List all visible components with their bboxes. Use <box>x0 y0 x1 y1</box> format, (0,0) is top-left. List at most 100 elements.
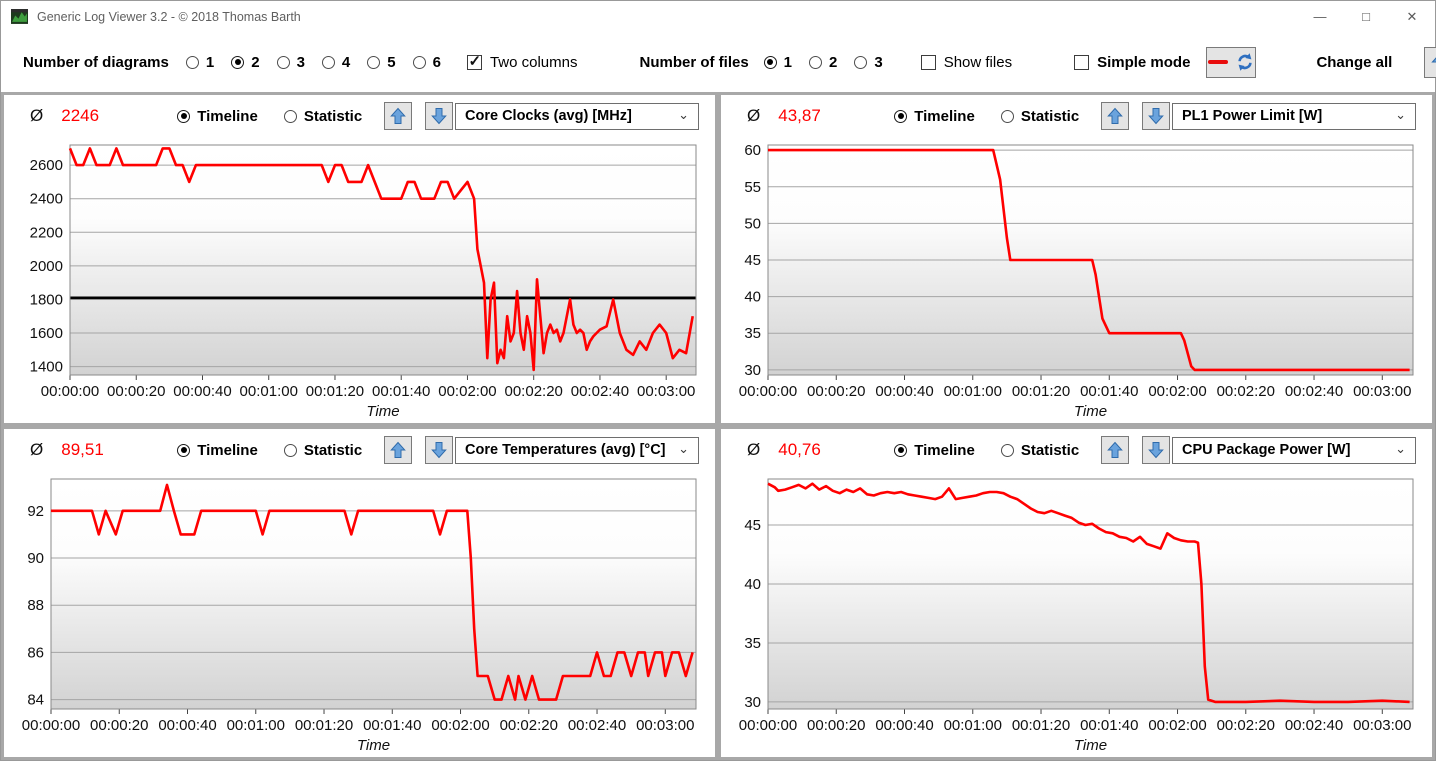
measure-select[interactable]: PL1 Power Limit [W] ⌄ <box>1172 102 1416 130</box>
two-columns-checkbox[interactable]: ✓ Two columns <box>466 52 578 71</box>
change-all-label: Change all <box>1316 53 1393 71</box>
diagram-panel-3: Ø 89,51 Timeline Statistic <box>4 429 715 757</box>
radio-label: 3 <box>296 53 305 71</box>
svg-text:40: 40 <box>744 289 761 306</box>
radio-option-3[interactable]: 3 <box>854 53 883 71</box>
average-symbol: Ø <box>747 106 761 125</box>
svg-text:00:00:20: 00:00:20 <box>807 717 865 734</box>
svg-text:00:02:40: 00:02:40 <box>568 717 626 734</box>
timeline-radio[interactable]: Timeline <box>177 442 258 459</box>
radio-option-1[interactable]: 1 <box>185 54 214 71</box>
radio-option-5[interactable]: 5 <box>367 53 396 71</box>
radio-option-3[interactable]: 3 <box>276 53 305 71</box>
timeline-chart: 84 86 88 90 92 00:00:00 00:00:20 00:00:40 00:01:… <box>22 478 697 754</box>
measure-select[interactable]: Core Clocks (avg) [MHz] ⌄ <box>455 102 699 130</box>
series-line <box>767 482 1410 704</box>
statistic-radio[interactable]: Statistic <box>283 442 362 459</box>
timeline-radio[interactable]: Timeline <box>177 108 258 125</box>
average-value: 2246 <box>61 106 100 125</box>
radio-label: 5 <box>387 53 396 71</box>
move-down-button[interactable] <box>1142 102 1171 130</box>
line-style-refresh-button[interactable] <box>1206 46 1257 78</box>
arrow-up-icon <box>1107 441 1124 458</box>
radio-circle <box>894 109 908 123</box>
svg-text:1600: 1600 <box>30 325 63 342</box>
minimize-button[interactable]: — <box>1313 9 1327 24</box>
statistic-radio[interactable]: Statistic <box>1000 442 1079 459</box>
radio-circle <box>283 443 297 457</box>
svg-text:00:01:40: 00:01:40 <box>1080 717 1138 734</box>
measure-select[interactable]: CPU Package Power [W] ⌄ <box>1172 436 1416 464</box>
change-all-up-button[interactable] <box>1424 46 1436 78</box>
radio-circle <box>276 55 290 69</box>
svg-text:00:02:20: 00:02:20 <box>500 717 558 734</box>
svg-text:00:01:00: 00:01:00 <box>944 383 1002 400</box>
svg-text:00:01:20: 00:01:20 <box>295 717 353 734</box>
svg-text:00:00:20: 00:00:20 <box>90 717 148 734</box>
checkbox-box: ✓ <box>466 52 482 70</box>
move-up-button[interactable] <box>384 102 413 130</box>
radio-option-2[interactable]: 2 <box>231 54 260 71</box>
show-files-checkbox[interactable]: ✓ Show files <box>920 54 1012 71</box>
radio-option-6[interactable]: 6 <box>412 54 441 71</box>
move-down-button[interactable] <box>1142 436 1171 464</box>
svg-text:45: 45 <box>744 252 761 269</box>
simple-mode-checkbox[interactable]: ✓ Simple mode <box>1074 54 1190 71</box>
svg-text:90: 90 <box>27 550 44 567</box>
chevron-down-icon: ⌄ <box>1395 440 1406 456</box>
x-axis-title: Time <box>1074 737 1107 754</box>
refresh-icon <box>1238 53 1253 71</box>
x-axis-title: Time <box>366 403 399 420</box>
svg-text:00:00:00: 00:00:00 <box>739 383 797 400</box>
radio-circle <box>367 55 381 69</box>
x-axis-title: Time <box>357 737 390 754</box>
radio-circle <box>894 443 908 457</box>
chart-area: 30 35 40 45 00:00:00 00:00:20 00:00:40 00:01:00… <box>721 471 1432 757</box>
radio-circle <box>854 55 868 69</box>
svg-text:00:00:00: 00:00:00 <box>41 383 99 400</box>
svg-text:86: 86 <box>27 644 44 661</box>
close-button[interactable]: ✕ <box>1406 8 1418 24</box>
panel-header: Ø 89,51 Timeline Statistic <box>4 429 715 471</box>
radio-option-4[interactable]: 4 <box>321 54 350 71</box>
move-up-button[interactable] <box>1101 102 1130 130</box>
series-line <box>68 147 694 372</box>
move-down-button[interactable] <box>425 102 454 130</box>
svg-text:30: 30 <box>744 362 761 379</box>
checkbox-box: ✓ <box>920 54 936 70</box>
radio-option-1[interactable]: 1 <box>763 54 792 71</box>
timeline-radio[interactable]: Timeline <box>894 442 975 459</box>
chevron-down-icon: ⌄ <box>678 106 689 122</box>
x-axis-title: Time <box>1074 403 1107 420</box>
svg-text:45: 45 <box>744 517 761 534</box>
svg-text:00:02:40: 00:02:40 <box>1285 383 1343 400</box>
svg-text:2000: 2000 <box>30 258 63 275</box>
timeline-chart: 1400 1600 1800 2000 2200 2400 2600 00:00:00 00:0… <box>30 144 697 420</box>
panel-header: Ø 43,87 Timeline Statistic <box>721 95 1432 137</box>
svg-text:00:01:00: 00:01:00 <box>944 717 1002 734</box>
simple-mode-label: Simple mode <box>1097 53 1191 71</box>
radio-circle <box>1000 443 1014 457</box>
svg-text:1800: 1800 <box>30 291 63 308</box>
statistic-radio[interactable]: Statistic <box>1000 108 1079 125</box>
svg-text:00:01:40: 00:01:40 <box>363 717 421 734</box>
average-value: 89,51 <box>61 440 104 459</box>
svg-text:00:03:00: 00:03:00 <box>636 717 694 734</box>
maximize-button[interactable]: □ <box>1362 9 1370 24</box>
svg-text:2200: 2200 <box>30 224 63 241</box>
two-columns-label: Two columns <box>489 53 578 71</box>
window-title: Generic Log Viewer 3.2 - © 2018 Thomas B… <box>37 9 301 24</box>
move-up-button[interactable] <box>1101 436 1130 464</box>
move-down-button[interactable] <box>425 436 454 464</box>
svg-text:00:01:20: 00:01:20 <box>1012 717 1070 734</box>
file-count-radios: 1 2 3 <box>763 53 883 71</box>
radio-option-2[interactable]: 2 <box>809 54 837 71</box>
radio-label: 3 <box>874 53 883 71</box>
radio-circle <box>1000 109 1014 123</box>
timeline-radio[interactable]: Timeline <box>894 108 975 125</box>
radio-label: 2 <box>829 53 838 71</box>
svg-text:00:01:00: 00:01:00 <box>240 383 298 400</box>
measure-select[interactable]: Core Temperatures (avg) [°C] ⌄ <box>455 436 699 464</box>
statistic-radio[interactable]: Statistic <box>283 108 362 125</box>
move-up-button[interactable] <box>384 436 413 464</box>
